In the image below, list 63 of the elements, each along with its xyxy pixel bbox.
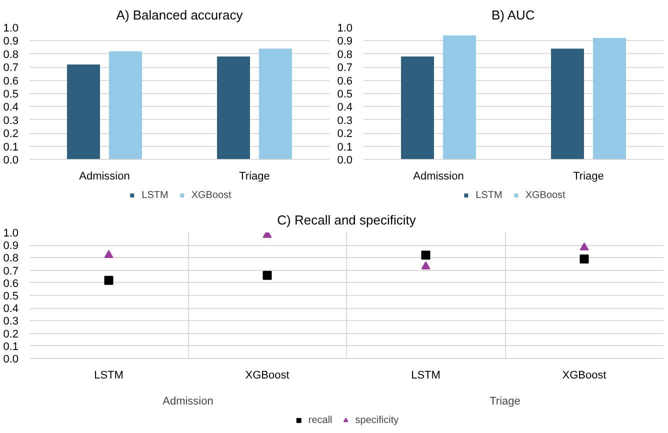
bar [259,48,292,160]
y-tick-label: 0.1 [3,141,19,154]
x-tick-label: Triage [239,170,270,182]
y-tick-label: 0.3 [3,114,19,127]
legend-label: XGBoost [191,189,232,201]
chart-title: C) Recall and specificity [277,212,416,228]
x-tick-label: XGBoost [562,370,606,382]
y-tick-label: 0.0 [337,154,353,166]
chart-title: A) Balanced accuracy [116,8,244,22]
y-tick-label: 0.2 [3,128,19,140]
bar [109,51,142,160]
bar [217,56,250,160]
y-tick-label: 0.5 [3,290,19,302]
point [421,261,430,270]
legend-label: specificity [355,414,399,426]
y-tick-label: 0.1 [337,141,353,154]
chart-title: B) AUC [491,8,535,22]
y-tick-label: 0.6 [3,75,19,88]
x-tick-label: LSTM [94,370,124,382]
y-tick-label: 0.4 [337,102,353,114]
legend-label: recall [308,414,332,426]
y-tick-label: 0.6 [337,75,353,88]
y-tick-label: 1.0 [3,228,19,240]
point [580,242,589,250]
y-tick-label: 0.9 [3,36,19,48]
y-tick-label: 0.1 [3,340,19,353]
y-tick-label: 0.2 [337,128,353,140]
y-tick-label: 0.5 [3,88,19,100]
legend-label: XGBoost [525,189,566,201]
x-tick-label: Admission [413,170,464,182]
y-tick-label: 0.9 [3,240,19,252]
x-tick-label: XGBoost [245,370,290,382]
y-tick-label: 0.8 [3,252,19,265]
y-tick-label: 0.8 [3,48,19,61]
point [421,250,430,260]
y-tick-label: 0.4 [3,303,19,316]
x-tick-label: Triage [573,170,604,182]
y-tick-label: 1.0 [337,22,353,34]
y-tick-label: 0.2 [3,328,19,340]
y-tick-label: 1.0 [3,22,19,34]
y-tick-label: 0.8 [337,48,353,61]
legend-label: LSTM [476,189,502,201]
y-tick-label: 0.9 [337,36,353,48]
y-tick-label: 0.3 [337,114,353,127]
y-tick-label: 0.5 [337,88,353,100]
y-tick-label: 0.7 [3,265,19,278]
text: Admission [162,396,214,408]
point [262,270,272,280]
bar [67,64,100,160]
x-tick-label: LSTM [411,370,440,382]
y-tick-label: 0.7 [3,62,19,74]
legend-label: LSTM [142,189,168,201]
y-tick-label: 0.0 [3,154,19,166]
text: Triage [490,396,520,408]
y-tick-label: 0.7 [337,62,353,74]
y-tick-label: 0.0 [3,354,19,366]
x-tick-label: Admission [79,170,130,182]
y-tick-label: 0.4 [3,102,19,114]
point [580,254,589,264]
point [104,250,114,258]
y-tick-label: 0.6 [3,278,19,290]
point [104,276,114,285]
y-tick-label: 0.3 [3,316,19,328]
